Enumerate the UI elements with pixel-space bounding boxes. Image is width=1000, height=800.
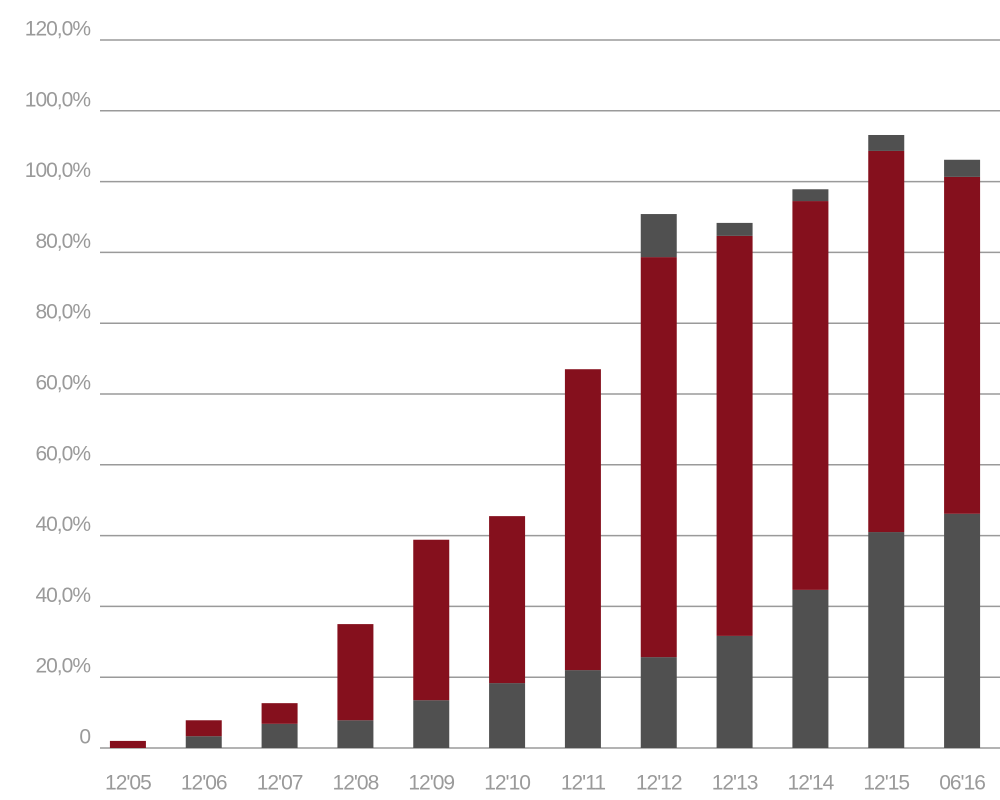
bar-segment (944, 513, 981, 748)
bar-segment (640, 657, 677, 748)
x-tick-label: 12'08 (333, 772, 379, 795)
y-tick-label: 40,0% (35, 513, 90, 536)
bar-segment (716, 222, 753, 236)
bar-segment (640, 257, 677, 658)
x-tick-label: 12'13 (712, 772, 758, 795)
bar-segment (185, 736, 222, 748)
bar-segment (261, 723, 298, 748)
bar-segment (716, 635, 753, 748)
y-tick-label: 60,0% (35, 372, 90, 395)
bar-segment (337, 720, 374, 748)
bar-segment (944, 159, 981, 177)
y-tick-label: 40,0% (35, 584, 90, 607)
x-tick-label: 12'14 (788, 772, 835, 795)
y-tick-label: 120,0% (25, 18, 91, 41)
x-tick-label: 12'10 (484, 772, 530, 795)
x-tick-label: 12'15 (863, 772, 909, 795)
bar-segment (640, 214, 677, 258)
y-tick-label: 100,0% (25, 159, 91, 182)
bar-segment (944, 176, 981, 514)
bar-segment (716, 235, 753, 636)
x-tick-label: 12'11 (561, 772, 605, 795)
y-tick-label: 20,0% (35, 655, 90, 678)
bar-segment (185, 720, 222, 737)
bar-segment (413, 700, 450, 748)
x-tick-label: 12'12 (636, 772, 682, 795)
bar-segment (792, 589, 829, 748)
bar-segment (868, 134, 905, 151)
bar-segment (413, 539, 450, 701)
x-tick-label: 06'16 (939, 772, 985, 795)
y-tick-label: 60,0% (35, 442, 90, 465)
bar-segment (489, 683, 526, 748)
y-tick-label: 100,0% (25, 88, 91, 111)
x-tick-label: 12'06 (181, 772, 227, 795)
bar-segment (868, 150, 905, 533)
y-tick-label: 0 (79, 726, 90, 749)
y-tick-label: 80,0% (35, 301, 90, 324)
bar-segment (109, 740, 146, 748)
bar-segment (868, 532, 905, 748)
bar-segment (564, 369, 601, 671)
bar-segment (792, 201, 829, 590)
bar-segment (261, 703, 298, 724)
x-tick-label: 12'09 (408, 772, 454, 795)
bar-segment (337, 624, 374, 721)
bar-segment (489, 516, 526, 684)
x-tick-label: 12'05 (105, 772, 151, 795)
x-tick-label: 12'07 (257, 772, 303, 795)
bar-segment (564, 670, 601, 748)
bar-segment (792, 189, 829, 202)
y-tick-label: 80,0% (35, 230, 90, 253)
